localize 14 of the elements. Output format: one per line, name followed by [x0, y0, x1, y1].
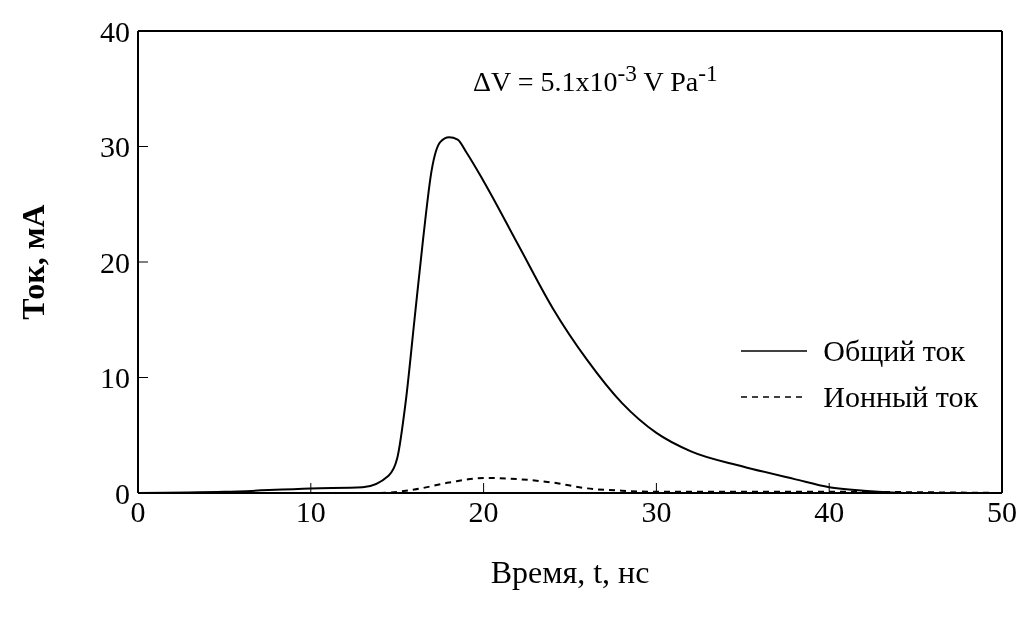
x-axis-title: Время, t, нс: [490, 554, 650, 590]
y-tick-label: 30: [100, 130, 130, 164]
legend-label: Ионный ток: [823, 379, 978, 415]
y-tick-label: 10: [100, 361, 130, 395]
y-tick-label: 40: [100, 14, 130, 48]
x-tick-label: 50: [987, 495, 1017, 529]
y-tick-label: 20: [100, 245, 130, 279]
x-tick-label: 20: [468, 495, 499, 529]
x-tick-label: 40: [814, 495, 845, 529]
y-axis-title: Ток, мА: [15, 204, 52, 320]
legend-label: Общий ток: [823, 333, 966, 369]
x-tick-label: 10: [295, 495, 326, 529]
x-tick-label: 30: [641, 495, 672, 529]
annotation: ΔV = 5.1x10$^{-3}$ V Pa$^{-1}$: [473, 60, 718, 99]
